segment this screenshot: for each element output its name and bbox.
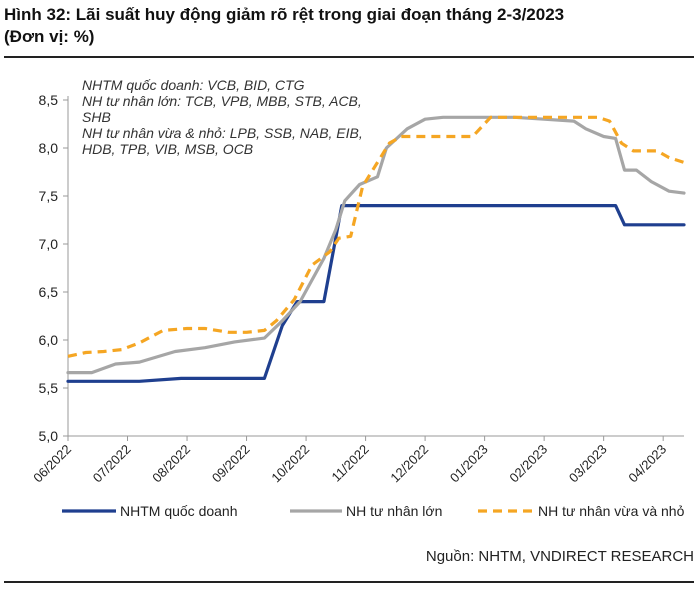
legend-label: NHTM quốc doanh	[120, 503, 238, 519]
legend-label: NH tư nhân vừa và nhỏ	[538, 503, 685, 519]
y-tick-label: 7,0	[39, 236, 59, 252]
y-tick-label: 8,0	[39, 140, 59, 156]
y-tick-label: 5,5	[39, 380, 59, 396]
annotation-line: NH tư nhân vừa & nhỏ: LPB, SSB, NAB, EIB…	[82, 125, 363, 141]
legend-label: NH tư nhân lớn	[346, 503, 442, 519]
x-tick-label: 09/2022	[209, 442, 253, 486]
bottom-divider	[4, 581, 694, 583]
x-tick-label: 08/2022	[149, 442, 193, 486]
annotation-line: NH tư nhân lớn: TCB, VPB, MBB, STB, ACB,	[82, 93, 362, 109]
y-tick-label: 5,0	[39, 428, 59, 444]
annotation-line: HDB, TPB, VIB, MSB, OCB	[82, 141, 253, 157]
x-tick-label: 04/2023	[625, 442, 669, 486]
chart-title-line1: Hình 32: Lãi suất huy động giảm rõ rệt t…	[4, 5, 565, 24]
series-line-large	[66, 115, 686, 375]
x-tick-label: 12/2022	[387, 442, 431, 486]
y-tick-label: 6,0	[39, 332, 59, 348]
series-line-state	[66, 204, 686, 383]
y-tick-label: 8,5	[39, 92, 59, 108]
x-tick-label: 07/2022	[90, 442, 134, 486]
x-tick-label: 06/2022	[30, 442, 74, 486]
source-note: Nguồn: NHTM, VNDIRECT RESEARCH	[425, 548, 694, 565]
x-tick-label: 01/2023	[447, 442, 491, 486]
chart-title-line2: (Đơn vị: %)	[4, 27, 95, 46]
y-tick-label: 7,5	[39, 188, 59, 204]
x-tick-label: 03/2023	[566, 442, 610, 486]
top-divider	[4, 56, 694, 58]
annotation-line: SHB	[82, 109, 111, 125]
annotation-line: NHTM quốc doanh: VCB, BID, CTG	[82, 77, 305, 93]
chart-title: Hình 32: Lãi suất huy động giảm rõ rệt t…	[4, 4, 694, 48]
line-chart: 5,0 5,5 6,0 6,5 7,0 7,5 8,0 8,5 06/2022 07/2022 08…	[30, 77, 686, 519]
x-tick-label: 11/2022	[329, 442, 372, 485]
series-line-small	[67, 115, 685, 358]
x-tick-label: 02/2023	[506, 442, 550, 486]
x-tick-label: 10/2022	[268, 442, 312, 486]
y-tick-label: 6,5	[39, 284, 59, 300]
